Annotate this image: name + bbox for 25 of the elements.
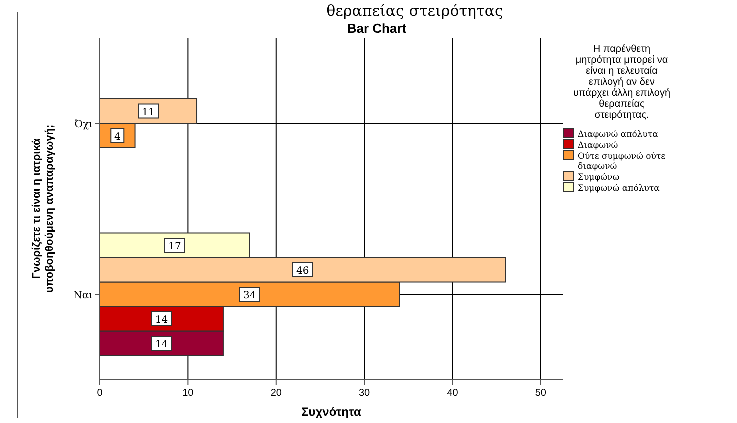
data-label: 14	[155, 315, 168, 326]
x-axis-title: Συχνότητα	[302, 405, 362, 419]
x-tick-label: 30	[359, 388, 371, 399]
chart-subtitle: Bar Chart	[347, 21, 408, 36]
data-label: 14	[155, 340, 168, 350]
x-tick-label: 20	[270, 388, 282, 399]
legend-title: Η παρένθετη μητρότητα μπορεί να είναι η τελευταία επιλογή αν δεν υπάρχει άλλη επιλογή θεραπείας στειρότητας.	[573, 44, 671, 121]
legend-label: Διαφωνώ απόλυτα	[578, 130, 659, 140]
data-label: 34	[244, 290, 256, 302]
data-label: 11	[142, 107, 155, 118]
chart-title: θεραπείας στειρότητας	[326, 2, 504, 20]
legend-label: Ούτε συμφωνώ ούτε διαφωνώ	[578, 152, 666, 172]
legend-label: Συμφώνω	[578, 173, 620, 183]
legend-label: Συμφωνώ απόλυτα	[578, 184, 660, 194]
data-label: 4	[114, 132, 121, 143]
y-tick-label: Ναι	[74, 290, 94, 302]
data-label: 46	[296, 266, 310, 277]
x-tick-label: 40	[447, 388, 459, 399]
legend-label: Διαφωνώ	[578, 141, 618, 151]
x-tick-label: 10	[182, 388, 194, 399]
x-tick-label: 50	[535, 388, 547, 399]
y-tick-label: Όχι	[74, 120, 94, 130]
data-label: 17	[168, 242, 182, 252]
x-tick-label: 0	[97, 388, 104, 399]
y-axis-title: Γνωρίζετε τι είναι η ιατρικά υποβοηθούμενη αναπαραγωγή;	[31, 124, 56, 294]
